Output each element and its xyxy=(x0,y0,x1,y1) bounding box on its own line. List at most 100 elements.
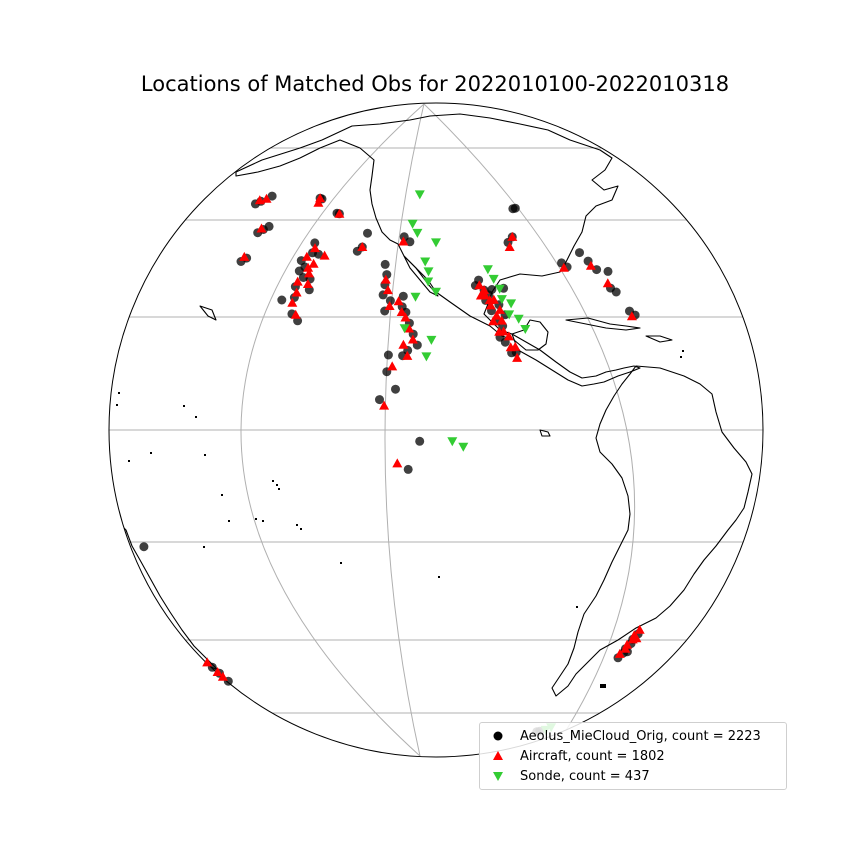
series-triangle-down xyxy=(399,190,557,735)
aeolus-point xyxy=(611,287,621,297)
aircraft-point xyxy=(504,242,515,251)
coastlines xyxy=(115,113,753,697)
aircraft-point xyxy=(494,304,505,314)
sonde-point xyxy=(494,284,505,294)
aeolus-point xyxy=(380,259,390,269)
aeolus-point xyxy=(277,295,287,305)
triangle-down-marker-icon xyxy=(493,772,503,781)
sonde-point xyxy=(488,274,499,284)
aeolus-point xyxy=(267,191,277,201)
pacific-islands xyxy=(539,429,551,437)
pacific-islands xyxy=(116,350,684,688)
aeolus-point xyxy=(415,436,425,446)
aircraft-point xyxy=(239,251,250,261)
triangle-up-marker-icon xyxy=(493,751,503,760)
legend-item: Sonde, count = 437 xyxy=(492,766,650,786)
aeolus-point xyxy=(398,291,408,301)
sonde-point xyxy=(410,292,421,302)
aircraft-point xyxy=(291,287,302,297)
sonde-point xyxy=(407,219,418,229)
aircraft-point xyxy=(357,242,368,251)
observation-markers xyxy=(139,190,645,737)
sonde-point xyxy=(513,314,524,324)
aircraft-point xyxy=(387,361,398,371)
sonde-point xyxy=(423,277,434,287)
aircraft-point xyxy=(585,260,596,270)
aircraft-point xyxy=(313,197,324,207)
sonde-point xyxy=(421,352,432,362)
aircraft-point xyxy=(379,400,390,410)
sonde-point xyxy=(412,228,423,238)
sonde-point xyxy=(506,299,517,309)
aircraft-point xyxy=(310,243,320,253)
sonde-point xyxy=(423,267,434,277)
aircraft-point xyxy=(380,274,391,284)
aircraft-point xyxy=(290,309,301,319)
legend-item: Aeolus_MieCloud_Orig, count = 2223 xyxy=(492,726,761,746)
aircraft-point xyxy=(474,280,485,290)
legend-label: Aeolus_MieCloud_Orig, count = 2223 xyxy=(520,728,761,744)
sonde-point xyxy=(520,325,531,334)
aircraft-point xyxy=(494,326,505,336)
aeolus-point xyxy=(474,275,484,285)
aircraft-point xyxy=(602,278,613,288)
aeolus-point xyxy=(603,266,613,276)
aircraft-point xyxy=(488,316,499,326)
aeolus-point xyxy=(575,248,584,258)
aircraft-point xyxy=(308,258,319,268)
sonde-point xyxy=(482,265,493,275)
pacific-islands xyxy=(199,305,217,321)
aircraft-point xyxy=(384,301,395,310)
legend-label: Aircraft, count = 1802 xyxy=(520,748,665,764)
sonde-point xyxy=(447,437,458,447)
meridian-line xyxy=(384,103,425,757)
aircraft-point xyxy=(393,296,404,306)
aeolus-point xyxy=(391,384,400,394)
aircraft-point xyxy=(256,223,267,233)
aircraft-point xyxy=(302,279,313,288)
aircraft-point xyxy=(212,667,223,676)
aircraft-point xyxy=(512,352,523,362)
aircraft-point xyxy=(634,624,645,634)
aircraft-point xyxy=(407,334,418,344)
aircraft-point xyxy=(510,341,521,351)
meridian-line xyxy=(240,103,425,757)
aircraft-point xyxy=(398,339,409,349)
legend: Aeolus_MieCloud_Orig, count = 2223 Aircr… xyxy=(479,722,787,790)
aircraft-point xyxy=(304,268,314,278)
aeolus-point xyxy=(363,228,372,238)
aircraft-point xyxy=(614,648,625,658)
meridian-line xyxy=(423,103,635,741)
aircraft-point xyxy=(287,297,298,307)
sonde-point xyxy=(458,442,469,452)
aircraft-point xyxy=(558,262,569,272)
circle-marker-icon xyxy=(493,731,503,741)
aircraft-point xyxy=(496,315,507,325)
aircraft-point xyxy=(475,290,486,300)
sonde-point xyxy=(431,287,441,297)
aircraft-point xyxy=(503,331,514,341)
aircraft-point xyxy=(631,633,642,643)
sonde-point xyxy=(420,257,431,267)
aeolus-point xyxy=(383,350,393,360)
south-america-outline xyxy=(551,365,753,697)
aeolus-point xyxy=(310,238,320,248)
aeolus-point xyxy=(487,285,497,294)
aeolus-point xyxy=(264,221,274,231)
aeolus-point xyxy=(385,296,395,306)
aircraft-point xyxy=(261,193,272,203)
aircraft-point xyxy=(303,262,314,272)
aircraft-point xyxy=(404,323,415,333)
aeolus-point xyxy=(139,542,149,552)
series-circle xyxy=(139,191,643,737)
caribbean-islands-outline xyxy=(645,335,673,343)
aircraft-point xyxy=(626,311,637,321)
baja-outline xyxy=(403,255,439,297)
aircraft-point xyxy=(491,310,502,320)
sonde-point xyxy=(399,324,410,334)
sonde-point xyxy=(414,190,425,200)
aircraft-point xyxy=(620,643,631,653)
aircraft-point xyxy=(485,300,496,310)
sonde-point xyxy=(426,335,437,345)
